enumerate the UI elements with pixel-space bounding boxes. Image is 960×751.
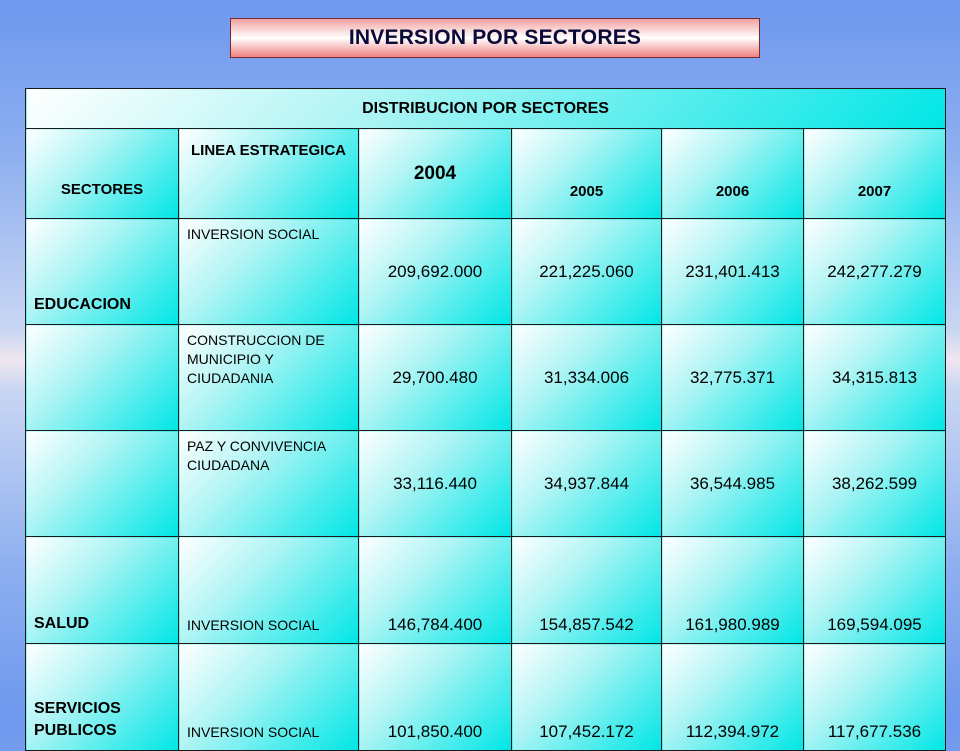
column-header-2006: 2006	[661, 128, 804, 219]
value-2005-cell: 34,937.844	[511, 430, 662, 537]
sector-cell: EDUCACION	[25, 218, 179, 325]
value-2005-cell: 31,334.006	[511, 324, 662, 431]
value-2007-cell: 242,277.279	[803, 218, 946, 325]
table-row: CONSTRUCCION DE MUNICIPIO Y CIUDADANIA 2…	[25, 324, 946, 431]
table-row: EDUCACION INVERSION SOCIAL 209,692.000 2…	[25, 218, 946, 325]
value-2006-cell: 112,394.972	[661, 643, 804, 751]
distribution-table: DISTRIBUCION POR SECTORES SECTORES LINEA…	[25, 88, 946, 751]
table-row: SERVICIOS PUBLICOS INVERSION SOCIAL 101,…	[25, 643, 946, 751]
linea-cell: INVERSION SOCIAL	[178, 536, 359, 644]
linea-cell: INVERSION SOCIAL	[178, 218, 359, 325]
value-2007-cell: 117,677.536	[803, 643, 946, 751]
value-2004-cell: 29,700.480	[358, 324, 512, 431]
value-2004-cell: 209,692.000	[358, 218, 512, 325]
value-2005-cell: 107,452.172	[511, 643, 662, 751]
column-header-row: SECTORES LINEA ESTRATEGICA 2004 2005 200…	[25, 128, 946, 219]
value-2006-cell: 231,401.413	[661, 218, 804, 325]
value-2007-cell: 34,315.813	[803, 324, 946, 431]
value-2007-cell: 38,262.599	[803, 430, 946, 537]
value-2006-cell: 36,544.985	[661, 430, 804, 537]
value-2007-cell: 169,594.095	[803, 536, 946, 644]
page-title: INVERSION POR SECTORES	[230, 18, 760, 58]
value-2004-cell: 146,784.400	[358, 536, 512, 644]
sector-cell	[25, 324, 179, 431]
linea-cell: INVERSION SOCIAL	[178, 643, 359, 751]
value-2006-cell: 161,980.989	[661, 536, 804, 644]
table-caption: DISTRIBUCION POR SECTORES	[25, 88, 946, 129]
column-header-2007: 2007	[803, 128, 946, 219]
column-header-sectores: SECTORES	[25, 128, 179, 219]
sector-cell: SALUD	[25, 536, 179, 644]
column-header-2004: 2004	[358, 128, 512, 219]
value-2004-cell: 101,850.400	[358, 643, 512, 751]
linea-cell: PAZ Y CONVIVENCIA CIUDADANA	[178, 430, 359, 537]
table-row: SALUD INVERSION SOCIAL 146,784.400 154,8…	[25, 536, 946, 644]
value-2005-cell: 154,857.542	[511, 536, 662, 644]
value-2004-cell: 33,116.440	[358, 430, 512, 537]
table-caption-row: DISTRIBUCION POR SECTORES	[25, 88, 946, 129]
sector-cell	[25, 430, 179, 537]
table-row: PAZ Y CONVIVENCIA CIUDADANA 33,116.440 3…	[25, 430, 946, 537]
value-2005-cell: 221,225.060	[511, 218, 662, 325]
linea-cell: CONSTRUCCION DE MUNICIPIO Y CIUDADANIA	[178, 324, 359, 431]
column-header-linea: LINEA ESTRATEGICA	[178, 128, 359, 219]
value-2006-cell: 32,775.371	[661, 324, 804, 431]
column-header-2005: 2005	[511, 128, 662, 219]
sector-cell: SERVICIOS PUBLICOS	[25, 643, 179, 751]
